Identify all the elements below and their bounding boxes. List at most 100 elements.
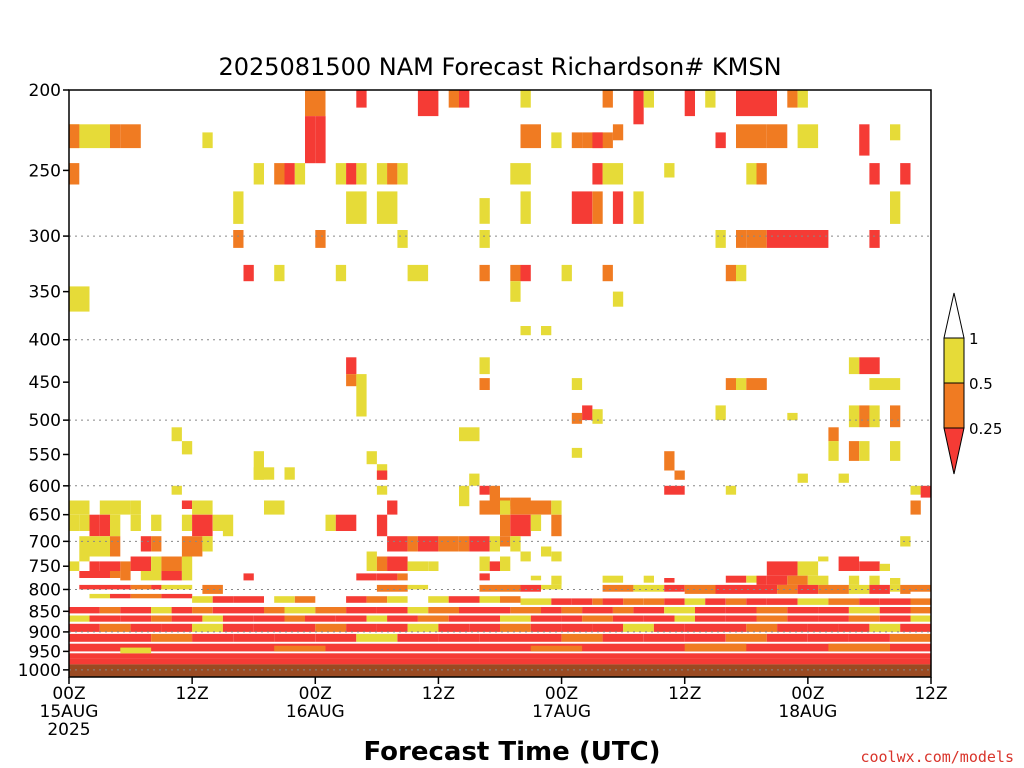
data-cell	[69, 286, 90, 312]
data-cell	[366, 615, 388, 622]
data-cell	[315, 116, 326, 164]
data-cell	[130, 556, 152, 571]
data-cell	[274, 596, 295, 603]
data-cell	[602, 633, 644, 642]
data-cell	[181, 514, 193, 531]
data-cell	[520, 633, 562, 642]
data-cell	[530, 575, 542, 581]
data-cell	[346, 357, 357, 375]
data-cell	[315, 623, 347, 632]
data-cell	[582, 607, 613, 614]
data-cell	[500, 556, 511, 571]
data-cell	[479, 357, 490, 375]
data-cell	[376, 485, 388, 495]
data-cell	[438, 633, 480, 642]
data-cell	[879, 598, 911, 605]
data-cell	[818, 556, 829, 562]
data-cell	[571, 412, 583, 424]
data-cell	[366, 596, 388, 603]
data-cell	[551, 598, 572, 605]
data-cell	[120, 561, 131, 571]
data-cell	[69, 124, 80, 149]
data-cell	[140, 571, 162, 581]
data-cell	[684, 598, 706, 605]
data-cell	[356, 573, 377, 581]
data-cell	[346, 596, 367, 603]
data-cell	[592, 132, 603, 149]
data-cell	[171, 485, 182, 495]
data-cell	[397, 230, 408, 248]
data-cell	[151, 584, 162, 590]
data-cell	[674, 615, 695, 622]
data-cell	[777, 584, 798, 594]
data-cell	[171, 615, 203, 622]
data-cell	[828, 441, 839, 461]
x-tick-label: 2025	[47, 720, 90, 740]
data-cell	[551, 514, 562, 537]
legend-label: 1	[969, 330, 979, 348]
data-cell	[346, 623, 377, 632]
data-cell	[99, 607, 121, 614]
data-cell	[797, 90, 808, 108]
data-cell	[161, 571, 182, 581]
data-cell	[736, 124, 767, 149]
data-cell	[161, 584, 193, 590]
data-cell	[612, 607, 634, 614]
data-cell	[459, 90, 470, 108]
data-cell	[787, 90, 798, 108]
data-cell	[797, 473, 808, 483]
data-cell	[859, 405, 870, 428]
data-cell	[417, 615, 449, 622]
data-cell	[766, 598, 798, 605]
data-cell	[202, 132, 213, 149]
x-tick-label: 17AUG	[532, 702, 591, 722]
data-cell	[890, 405, 901, 428]
data-cell	[469, 623, 500, 632]
data-cell	[869, 405, 880, 428]
data-cell	[397, 163, 408, 185]
data-cell	[510, 607, 542, 614]
legend-arrow-bottom	[943, 427, 965, 475]
data-cell	[161, 593, 193, 599]
data-cell	[664, 607, 695, 614]
data-cell	[120, 571, 131, 581]
data-cell	[130, 514, 141, 531]
data-cell	[838, 556, 860, 571]
y-tick-label: 250	[29, 161, 61, 181]
chart-title: 2025081500 NAM Forecast Richardson# KMSN	[218, 53, 781, 81]
data-cell	[346, 374, 357, 387]
data-cell	[520, 191, 531, 224]
data-cell	[356, 163, 367, 185]
data-cell	[479, 596, 500, 603]
data-cell	[664, 163, 675, 178]
data-cell	[848, 607, 880, 614]
data-cell	[807, 623, 839, 632]
data-cell	[571, 132, 583, 149]
data-cell	[807, 633, 849, 642]
data-cell	[264, 500, 285, 515]
data-cell	[376, 470, 388, 480]
data-cell	[264, 607, 285, 614]
data-cell	[212, 514, 223, 531]
x-tick-label: 16AUG	[286, 702, 345, 722]
data-cell	[869, 378, 901, 390]
data-cell	[407, 584, 429, 590]
data-cell	[69, 623, 100, 632]
data-cell	[243, 264, 254, 282]
data-cell	[489, 536, 500, 552]
data-cell	[766, 230, 829, 248]
data-cell	[530, 623, 562, 632]
data-cell	[736, 90, 777, 117]
data-cell	[520, 598, 552, 605]
data-cell	[479, 573, 490, 581]
data-cell	[859, 357, 880, 375]
data-cell	[161, 556, 182, 571]
data-cell	[787, 575, 808, 585]
data-cell	[202, 536, 213, 552]
data-cell	[151, 536, 162, 552]
data-cell	[243, 607, 264, 614]
x-tick-label: 12Z	[668, 684, 701, 704]
y-tick-label: 700	[29, 532, 61, 552]
data-cell	[725, 607, 757, 614]
data-cell	[592, 598, 603, 605]
